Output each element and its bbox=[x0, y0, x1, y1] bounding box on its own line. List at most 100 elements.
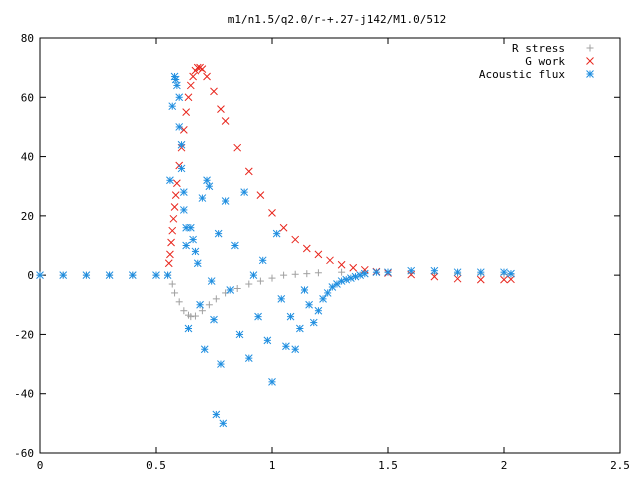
data-point bbox=[286, 312, 295, 321]
data-point bbox=[152, 271, 160, 279]
data-point bbox=[300, 286, 309, 294]
data-point bbox=[186, 81, 195, 90]
data-point bbox=[198, 194, 207, 202]
x-tick-label: 1.5 bbox=[378, 459, 398, 472]
x-tick-label: 0 bbox=[37, 459, 44, 472]
data-point bbox=[453, 268, 462, 277]
data-point bbox=[164, 259, 173, 268]
data-point bbox=[337, 260, 346, 269]
plot-frame bbox=[39, 37, 621, 454]
data-point bbox=[36, 271, 44, 279]
data-point bbox=[244, 167, 253, 176]
data-point bbox=[179, 126, 188, 134]
data-point bbox=[189, 72, 197, 81]
data-point bbox=[303, 270, 311, 278]
data-point bbox=[167, 238, 175, 247]
data-point bbox=[302, 244, 311, 253]
data-point bbox=[328, 283, 337, 291]
data-point bbox=[210, 87, 218, 96]
data-point bbox=[171, 191, 180, 199]
data-point bbox=[256, 191, 265, 199]
x-tick-label: 1 bbox=[269, 459, 276, 472]
legend-label: R stress bbox=[512, 42, 565, 55]
data-point bbox=[349, 263, 358, 272]
data-point bbox=[179, 188, 188, 196]
data-point bbox=[175, 298, 183, 306]
y-tick-label: -20 bbox=[14, 328, 34, 341]
x-tick-label: 2 bbox=[501, 459, 508, 472]
data-point bbox=[231, 241, 239, 250]
data-point bbox=[500, 275, 508, 284]
data-point bbox=[196, 63, 204, 72]
data-point bbox=[59, 271, 68, 279]
data-point bbox=[217, 360, 225, 368]
data-point bbox=[193, 63, 202, 72]
data-marks bbox=[36, 63, 515, 428]
y-tick-label: -40 bbox=[14, 388, 34, 401]
data-point bbox=[280, 271, 288, 279]
data-point bbox=[338, 268, 346, 276]
data-point bbox=[337, 277, 346, 285]
data-point bbox=[166, 250, 174, 259]
data-point bbox=[198, 307, 206, 315]
data-point bbox=[333, 280, 341, 288]
axes: 0 0.5 1 1.5 2 2.5 -60 -40 -20 0 20 40 60 80 bbox=[14, 32, 630, 472]
data-point bbox=[203, 176, 211, 185]
data-point bbox=[105, 271, 114, 279]
data-point bbox=[453, 274, 462, 283]
data-point bbox=[314, 306, 323, 315]
data-point bbox=[168, 102, 177, 111]
data-point bbox=[186, 223, 195, 232]
data-point bbox=[347, 274, 355, 282]
data-point bbox=[212, 410, 221, 419]
data-point bbox=[184, 93, 193, 102]
data-point bbox=[187, 313, 195, 321]
data-point bbox=[205, 301, 213, 309]
data-point bbox=[291, 345, 300, 354]
data-point bbox=[182, 108, 191, 116]
data-point bbox=[233, 284, 241, 292]
data-point bbox=[356, 271, 365, 279]
data-point bbox=[191, 312, 199, 320]
data-point bbox=[169, 214, 178, 223]
data-point bbox=[189, 235, 197, 244]
data-point bbox=[277, 295, 286, 303]
data-point bbox=[128, 271, 137, 279]
data-point bbox=[235, 330, 244, 339]
data-point bbox=[282, 342, 290, 351]
data-point bbox=[166, 176, 174, 185]
data-point bbox=[168, 226, 177, 235]
data-point bbox=[476, 268, 485, 277]
data-point bbox=[170, 203, 179, 211]
data-point bbox=[507, 275, 515, 284]
series-1 bbox=[164, 63, 515, 284]
y-tick-label: 40 bbox=[21, 151, 34, 164]
data-point bbox=[191, 247, 200, 256]
data-point bbox=[196, 300, 204, 309]
data-point bbox=[309, 318, 318, 327]
data-point bbox=[203, 72, 211, 81]
data-point bbox=[177, 140, 186, 149]
data-point bbox=[207, 277, 216, 285]
data-point bbox=[249, 271, 258, 279]
data-point bbox=[342, 275, 351, 284]
data-point bbox=[326, 256, 334, 265]
data-point bbox=[240, 188, 249, 196]
data-point bbox=[305, 300, 313, 309]
data-point bbox=[175, 93, 184, 102]
data-point bbox=[175, 123, 184, 131]
data-point bbox=[217, 105, 225, 113]
data-point bbox=[193, 259, 202, 268]
data-point bbox=[319, 295, 327, 303]
data-point bbox=[314, 250, 323, 259]
legend-label: Acoustic flux bbox=[479, 68, 565, 81]
data-point bbox=[205, 182, 214, 191]
data-point bbox=[372, 268, 381, 277]
data-point bbox=[268, 378, 276, 386]
data-point bbox=[500, 268, 508, 277]
data-point bbox=[272, 229, 281, 238]
data-point bbox=[291, 270, 299, 278]
data-point bbox=[171, 75, 180, 84]
data-point bbox=[200, 345, 209, 354]
